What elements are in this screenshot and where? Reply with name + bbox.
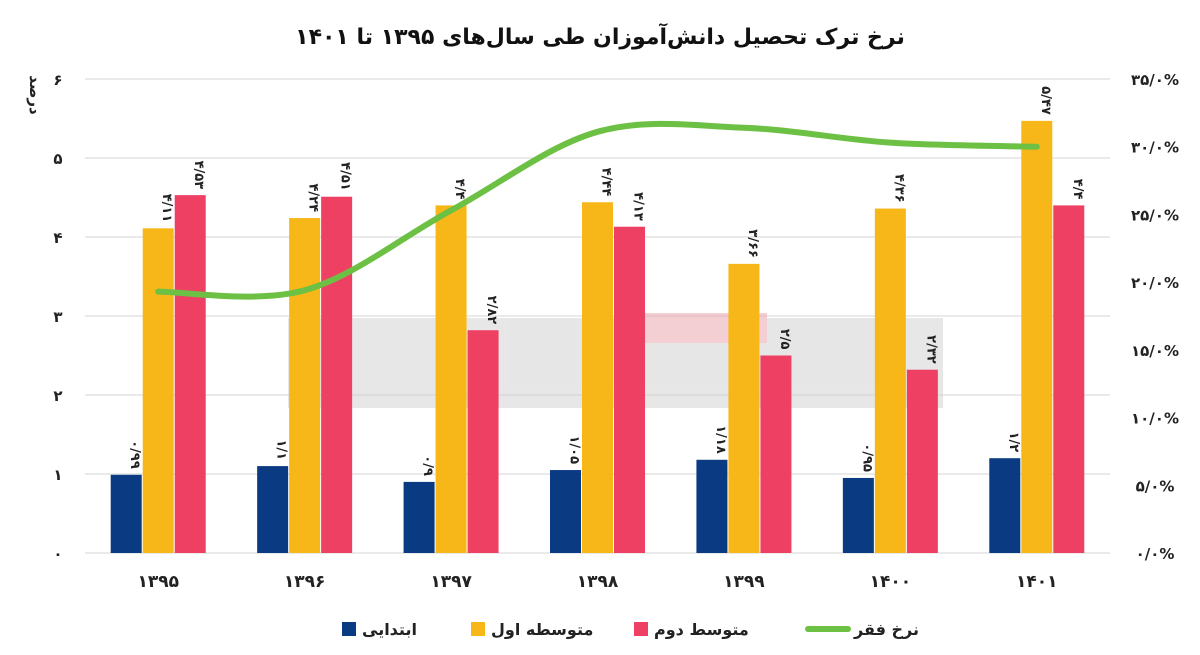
bar [614,226,645,554]
bar [842,477,874,553]
y-tick-label: ۲ [53,387,62,405]
legend: نرخ فقر متوسط دوم متوسطه اول ابتدایی [342,620,919,639]
y-tick-label: ۵ [53,150,62,168]
bar [760,355,792,553]
data-label: ۲/۳۲ [923,335,938,364]
x-tick-label: ۱۳۹۷ [430,572,472,592]
labels: ۰ ۱ ۲ ۳ ۴ ۵ ۶ ۰/۰% ۵/۰% ۱۰/۰% ۱۵/۰% ۲۰/۰% ۲۵/۰% ۳۰/۰%… [53,71,1179,592]
y2-tick-label: ۳۵/۰% [1131,71,1179,89]
bar [1053,205,1085,553]
y-tick-label: ۴ [53,229,62,247]
line-series [155,120,1040,300]
x-tick-label: ۱۴۰۱ [1016,572,1058,592]
y2-tick-label: ۰/۰% [1136,545,1175,563]
chart-title: نرخ ترک تحصیل دانش‌آموزان طی سال‌های ۱۳۹… [295,22,905,50]
bar [142,228,174,553]
data-label: ۰/۹۹ [127,440,142,469]
bar [403,481,435,553]
data-label: ۴/۳۶ [891,174,906,203]
legend-label: نرخ فقر [853,620,919,639]
data-label: ۴/۴ [1070,179,1085,200]
data-label: ۲/۵ [777,329,792,350]
bar [989,458,1021,553]
y-tick-label: ۱ [53,466,62,484]
bar [874,208,906,553]
bar [696,459,728,553]
data-label: ۰/۹ [420,455,435,476]
bar [435,205,467,553]
bars [110,120,1085,554]
data-label: ۰/۹۵ [859,443,874,472]
y2-tick-label: ۱۵/۰% [1131,342,1179,360]
legend-swatch [634,622,648,636]
legend-label: متوسط دوم [654,620,749,639]
y2-tick-label: ۳۰/۰% [1131,139,1179,157]
legend-label: متوسطه اول [491,620,593,639]
data-label: ۱/۱۸ [713,425,728,454]
bar [257,466,289,553]
x-tick-label: ۱۴۰۰ [870,572,912,592]
y-tick-label: ۳ [53,308,62,326]
data-label: ۴/۵۳ [191,161,206,190]
bar [110,474,142,553]
data-label: ۱/۱ [274,439,289,460]
data-label: ۴/۵۱ [338,162,353,191]
bar [321,196,353,553]
data-label: ۳/۶۶ [745,229,760,258]
legend-swatch [471,622,485,636]
bar [1021,120,1053,554]
bar [550,470,581,553]
y2-tick-label: ۲۵/۰% [1131,206,1179,224]
x-tick-label: ۱۳۹۸ [577,572,619,592]
data-label: ۲/۸۲ [484,296,499,325]
x-tick-label: ۱۳۹۶ [284,572,326,592]
data-label: ۴/۱۳ [631,192,646,221]
data-label: ۴/۴۴ [599,168,614,197]
data-label: ۱/۰۵ [567,435,582,464]
y2-tick-label: ۱۰/۰% [1131,410,1179,428]
x-tick-label: ۱۳۹۹ [723,572,765,592]
y2-tick-label: ۲۰/۰% [1131,274,1179,292]
data-label: ۱/۲ [1006,432,1021,453]
data-label: ۴/۱۱ [159,194,174,223]
y-axis-label: درصد [26,75,44,115]
bar [289,218,321,554]
bar [174,195,206,553]
legend-label: ابتدایی [362,620,417,639]
bar [467,330,499,553]
y-tick-label: ۶ [53,71,62,89]
bar [906,369,938,553]
data-label: ۴/۴ [452,179,467,200]
bar [728,263,760,553]
legend-swatch [342,622,356,636]
bar [582,202,613,554]
data-label: ۵/۴۷ [1038,86,1053,115]
x-tick-label: ۱۳۹۵ [137,572,179,592]
y2-tick-label: ۵/۰% [1136,477,1175,495]
data-label: ۴/۲۴ [306,183,321,212]
y-tick-label: ۰ [53,545,62,563]
